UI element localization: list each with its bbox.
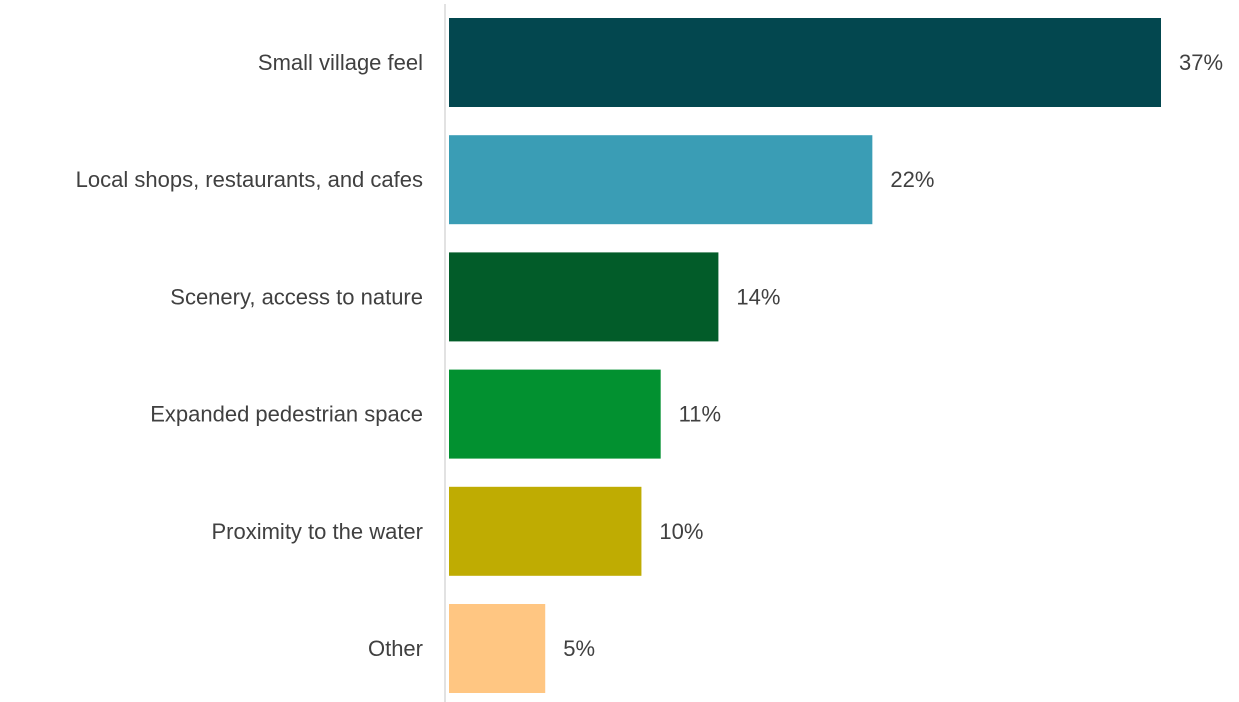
category-label: Scenery, access to nature <box>170 284 423 309</box>
bar <box>449 604 546 693</box>
bar <box>449 486 642 576</box>
data-label: 5% <box>563 636 595 661</box>
bars-group: Small village feel 37% Local shops, restau… <box>76 18 1223 693</box>
category-label: Proximity to the water <box>211 519 423 544</box>
data-label: 37% <box>1179 50 1223 75</box>
category-label: Local shops, restaurants, and cafes <box>76 167 423 192</box>
bar <box>449 135 873 225</box>
category-label: Small village feel <box>258 50 423 75</box>
bar <box>449 18 1161 107</box>
data-label: 10% <box>659 519 703 544</box>
data-label: 14% <box>736 284 780 309</box>
data-label: 22% <box>890 167 934 192</box>
bar <box>449 252 719 342</box>
bar <box>449 369 661 459</box>
category-label: Expanded pedestrian space <box>150 402 423 427</box>
category-label: Other <box>368 636 423 661</box>
data-label: 11% <box>679 402 721 427</box>
